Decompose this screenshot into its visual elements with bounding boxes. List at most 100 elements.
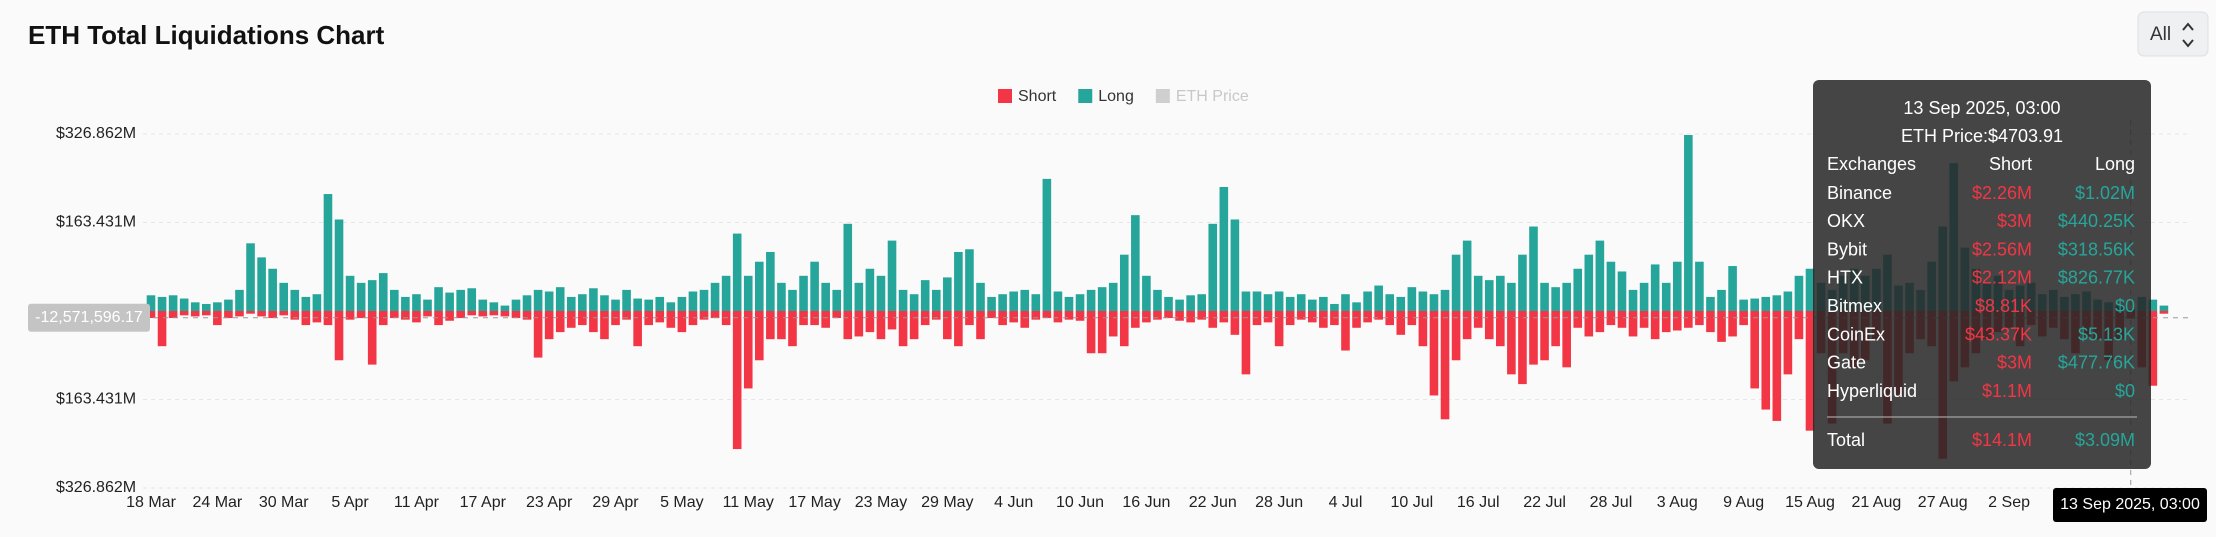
legend-swatch xyxy=(998,89,1012,103)
bar xyxy=(943,277,952,311)
bar xyxy=(1684,135,1693,311)
bar xyxy=(1595,311,1605,333)
bar xyxy=(589,311,598,333)
bar xyxy=(1274,311,1284,347)
bar xyxy=(1772,295,1782,311)
bar xyxy=(1131,311,1140,328)
bar xyxy=(356,311,366,319)
bar xyxy=(1064,296,1074,311)
bar xyxy=(1584,254,1594,311)
bar xyxy=(1296,294,1306,311)
bar xyxy=(511,311,521,319)
bar xyxy=(1518,311,1527,385)
legend-label: ETH Price xyxy=(1176,88,1249,105)
bar xyxy=(1617,271,1627,311)
bar xyxy=(390,289,399,311)
bar xyxy=(965,249,974,311)
range-select[interactable]: All xyxy=(2137,11,2209,57)
tooltip-cell: HTX xyxy=(1827,268,1863,288)
select-box[interactable] xyxy=(2137,11,2209,57)
bar xyxy=(1131,215,1140,311)
bar xyxy=(224,311,233,319)
bar xyxy=(1319,311,1328,328)
bar xyxy=(1794,275,1804,311)
bar xyxy=(1241,291,1251,311)
bar xyxy=(213,302,222,311)
bar xyxy=(478,311,488,317)
bar xyxy=(843,223,853,311)
bar xyxy=(1186,311,1195,323)
bar xyxy=(1562,282,1571,311)
bar xyxy=(1263,294,1273,311)
bar xyxy=(1595,240,1605,311)
bar xyxy=(1186,295,1195,311)
bar xyxy=(1584,311,1594,337)
bar xyxy=(500,311,510,317)
y-tick-label: $163.431M xyxy=(56,214,136,231)
tooltip-cell: Hyperliquid xyxy=(1827,381,1917,401)
tooltip-cell: $3M xyxy=(1997,353,2032,373)
bar xyxy=(1440,311,1450,420)
bar xyxy=(1573,268,1583,311)
bar xyxy=(1407,287,1417,311)
x-tick-label: 17 May xyxy=(788,494,840,511)
bar xyxy=(1308,299,1317,311)
bar xyxy=(1429,311,1439,396)
x-tick-label: 9 Aug xyxy=(1723,494,1764,511)
bar xyxy=(2159,305,2169,311)
bar xyxy=(887,311,897,330)
bar xyxy=(710,311,720,319)
bar xyxy=(555,287,565,311)
bar xyxy=(954,311,963,347)
x-tick-label: 11 May xyxy=(723,494,774,511)
bar xyxy=(766,311,775,340)
bar xyxy=(1042,311,1052,319)
crosshair-y-box xyxy=(28,303,150,332)
x-tick-label: 28 Jun xyxy=(1255,494,1303,511)
bar xyxy=(566,296,576,311)
bar xyxy=(976,282,985,311)
select-label[interactable]: All xyxy=(2150,24,2171,45)
bar xyxy=(500,305,510,311)
bar xyxy=(1308,311,1317,323)
bar xyxy=(1396,311,1406,335)
bar xyxy=(799,275,808,311)
bar xyxy=(1042,178,1052,311)
bar xyxy=(1241,311,1251,375)
bar xyxy=(401,311,410,320)
x-tick-label: 29 Apr xyxy=(592,494,639,511)
bar xyxy=(732,311,742,450)
bar xyxy=(611,299,620,311)
bar xyxy=(1672,261,1682,311)
bar xyxy=(445,311,454,321)
legend-label: Long xyxy=(1098,88,1134,105)
tooltip-box xyxy=(1813,80,2151,469)
bar xyxy=(743,275,753,311)
bar xyxy=(743,311,753,389)
bar xyxy=(755,311,764,361)
bar xyxy=(1706,296,1715,311)
bar xyxy=(1385,311,1395,326)
bar xyxy=(688,291,698,311)
bar xyxy=(644,299,653,311)
tooltip-cell: $1.1M xyxy=(1982,381,2032,401)
tooltip-cell: $826.77K xyxy=(2058,268,2135,288)
select-chevron[interactable] xyxy=(2182,22,2194,48)
tooltip-total: $3.09M xyxy=(2075,430,2135,450)
tooltip-cell: Binance xyxy=(1827,183,1892,203)
x-tick-label: 27 Aug xyxy=(1918,494,1968,511)
x-tick-label: 4 Jul xyxy=(1329,494,1363,511)
bar xyxy=(1772,311,1782,421)
tooltip-cell: Bybit xyxy=(1827,239,1867,259)
bar xyxy=(146,295,156,311)
bar xyxy=(578,294,587,311)
bar xyxy=(677,296,687,311)
legend-swatch xyxy=(1155,89,1170,103)
bar xyxy=(1783,291,1793,311)
bar xyxy=(1285,311,1295,326)
bar xyxy=(998,311,1007,326)
bar xyxy=(1197,294,1206,311)
bar xyxy=(268,268,277,311)
